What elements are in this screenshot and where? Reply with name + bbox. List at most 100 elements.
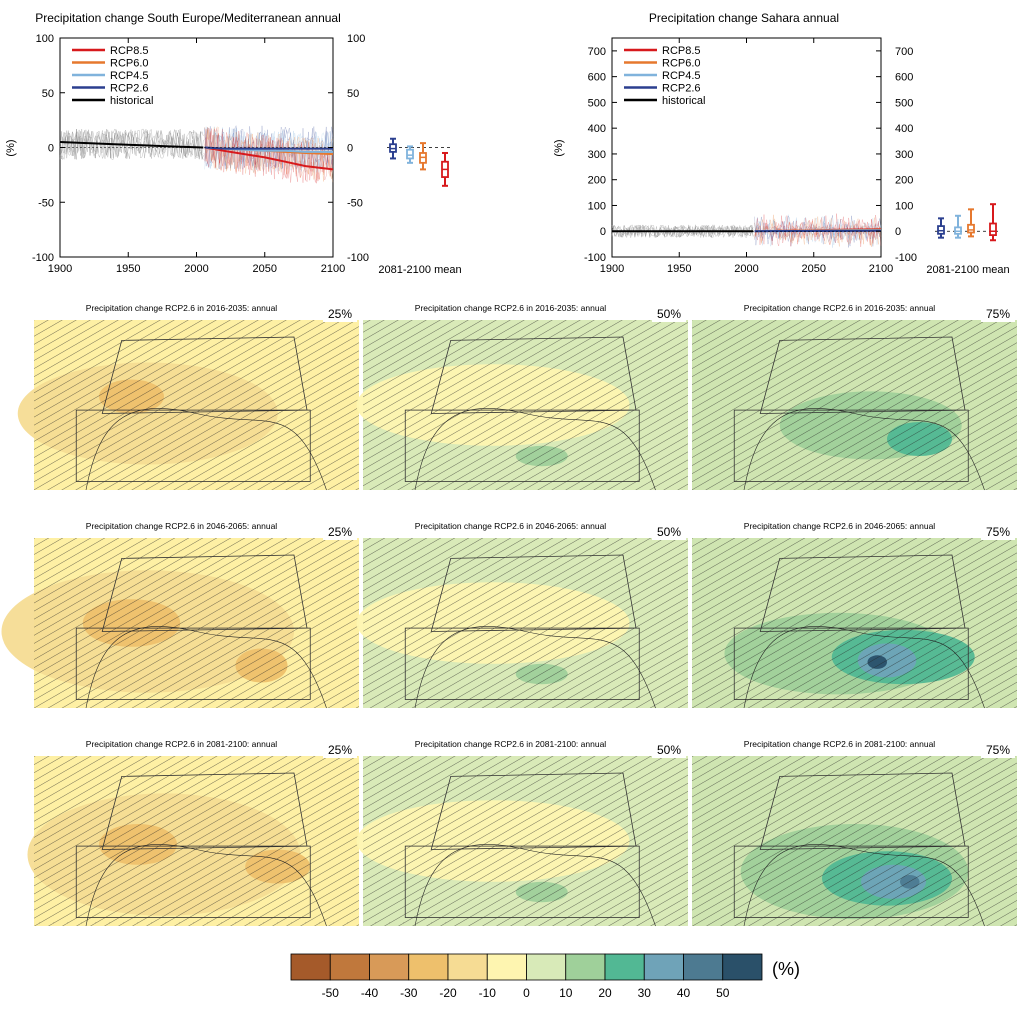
map-title: Precipitation change RCP2.6 in 2016-2035… <box>86 303 277 313</box>
chart-sahara: Precipitation change Sahara annual 1900 1… <box>553 11 1010 276</box>
boxplot-rcp45 <box>406 145 414 164</box>
y-tick-label-right: 0 <box>895 226 901 238</box>
y-tick-label: 400 <box>588 123 606 135</box>
y-tick-label: 200 <box>588 175 606 187</box>
y-tick-label-right: 100 <box>347 33 365 45</box>
mean-label: 2081-2100 mean <box>926 264 1009 276</box>
chart-title: Precipitation change Sahara annual <box>649 11 839 25</box>
boxplot-rcp60 <box>419 142 427 171</box>
map-grid: 25% Precipitation change RCP2.6 in 2016-2… <box>1 303 1017 927</box>
map-panel: 50% Precipitation change RCP2.6 in 2016-2… <box>356 303 688 491</box>
colorbar-swatch <box>643 953 684 981</box>
map-panel: 50% Precipitation change RCP2.6 in 2081-2… <box>356 739 688 927</box>
colorbar-tick-label: 40 <box>677 986 691 1000</box>
chart-south-europe: Precipitation change South Europe/Medite… <box>5 11 462 276</box>
x-tick-label: 2100 <box>321 263 345 275</box>
boxplot-rcp85 <box>441 151 449 187</box>
map-panel: 75% Precipitation change RCP2.6 in 2016-2… <box>692 303 1017 491</box>
legend-label: RCP6.0 <box>662 58 701 70</box>
percentile-label: 75% <box>986 525 1010 539</box>
colorbar-unit: (%) <box>772 959 800 979</box>
map-panel: 75% Precipitation change RCP2.6 in 2081-2… <box>692 739 1017 927</box>
y-tick-label: 100 <box>36 33 54 45</box>
boxplot-rcp26 <box>389 137 397 160</box>
map-title: Precipitation change RCP2.6 in 2046-2065… <box>744 521 935 531</box>
map-panel: 25% Precipitation change RCP2.6 in 2016-2… <box>17 303 359 491</box>
map-title: Precipitation change RCP2.6 in 2046-2065… <box>86 521 277 531</box>
x-tick-label: 1950 <box>116 263 140 275</box>
legend-label: RCP6.0 <box>110 58 149 70</box>
y-tick-label: 0 <box>48 143 54 155</box>
y-tick-label: 300 <box>588 149 606 161</box>
map-title: Precipitation change RCP2.6 in 2016-2035… <box>744 303 935 313</box>
percentile-label: 25% <box>328 307 352 321</box>
colorbar-tick-label: -30 <box>400 986 418 1000</box>
colorbar-tick-label: -20 <box>439 986 457 1000</box>
y-tick-label: -100 <box>32 252 54 264</box>
y-tick-label-right: 500 <box>895 97 913 109</box>
y-tick-label: 0 <box>600 226 606 238</box>
y-tick-label-right: 50 <box>347 88 359 100</box>
series-line-rcp85 <box>204 146 334 171</box>
x-tick-label: 2050 <box>802 263 826 275</box>
colorbar-swatch <box>526 953 567 981</box>
legend-label: historical <box>662 95 705 107</box>
colorbar-swatch <box>447 953 488 981</box>
x-tick-label: 2100 <box>869 263 893 275</box>
colorbar-swatch <box>290 953 331 981</box>
colorbar-swatch <box>683 953 724 981</box>
boxplot-rcp60 <box>967 208 975 238</box>
colorbar-tick-label: -50 <box>322 986 340 1000</box>
y-tick-label-right: 400 <box>895 123 913 135</box>
x-tick-label: 2050 <box>253 263 277 275</box>
map-title: Precipitation change RCP2.6 in 2081-2100… <box>744 739 935 749</box>
map-panel: 75% Precipitation change RCP2.6 in 2046-2… <box>692 521 1017 709</box>
x-tick-label: 1900 <box>48 263 72 275</box>
map-panel: 25% Precipitation change RCP2.6 in 2046-2… <box>1 521 359 709</box>
legend-label: RCP8.5 <box>662 45 701 57</box>
chart-title: Precipitation change South Europe/Medite… <box>35 11 341 25</box>
percentile-label: 75% <box>986 743 1010 757</box>
colorbar-swatch <box>604 953 645 981</box>
y-axis-label: (%) <box>553 139 565 156</box>
colorbar-swatch <box>408 953 449 981</box>
colorbar-swatch <box>486 953 527 981</box>
legend-label: RCP8.5 <box>110 45 149 57</box>
legend-label: RCP2.6 <box>662 83 701 95</box>
colorbar-swatch <box>369 953 410 981</box>
colorbar: (%) -50 -40 -30 -20 -10 0 10 20 30 40 50 <box>290 953 800 1000</box>
y-tick-label-right: -50 <box>347 197 363 209</box>
colorbar-tick-label: 50 <box>716 986 730 1000</box>
y-tick-label-right: 0 <box>347 143 353 155</box>
percentile-label: 75% <box>986 307 1010 321</box>
boxplot-rcp45 <box>954 214 962 239</box>
y-tick-label: 600 <box>588 72 606 84</box>
x-tick-label: 2000 <box>734 263 758 275</box>
legend-label: RCP2.6 <box>110 83 149 95</box>
y-tick-label-right: 600 <box>895 72 913 84</box>
percentile-label: 25% <box>328 525 352 539</box>
y-tick-label-right: 300 <box>895 149 913 161</box>
series-line-historical <box>59 141 204 149</box>
colorbar-tick-label: 0 <box>523 986 530 1000</box>
percentile-label: 25% <box>328 743 352 757</box>
boxplot-rcp85 <box>989 203 997 242</box>
colorbar-tick-label: -10 <box>479 986 497 1000</box>
y-tick-label-right: 200 <box>895 175 913 187</box>
percentile-label: 50% <box>657 525 681 539</box>
y-tick-label-right: -100 <box>895 252 917 264</box>
y-tick-label-right: 700 <box>895 46 913 58</box>
map-title: Precipitation change RCP2.6 in 2046-2065… <box>415 521 606 531</box>
x-tick-label: 2000 <box>184 263 208 275</box>
y-tick-label: -100 <box>584 252 606 264</box>
legend-label: RCP4.5 <box>110 70 149 82</box>
map-panel: 50% Precipitation change RCP2.6 in 2046-2… <box>356 521 688 709</box>
legend-label: historical <box>110 95 153 107</box>
colorbar-tick-label: 20 <box>598 986 612 1000</box>
map-panel: 25% Precipitation change RCP2.6 in 2081-2… <box>27 739 359 927</box>
colorbar-tick-label: 30 <box>638 986 652 1000</box>
percentile-label: 50% <box>657 307 681 321</box>
y-tick-label-right: -100 <box>347 252 369 264</box>
